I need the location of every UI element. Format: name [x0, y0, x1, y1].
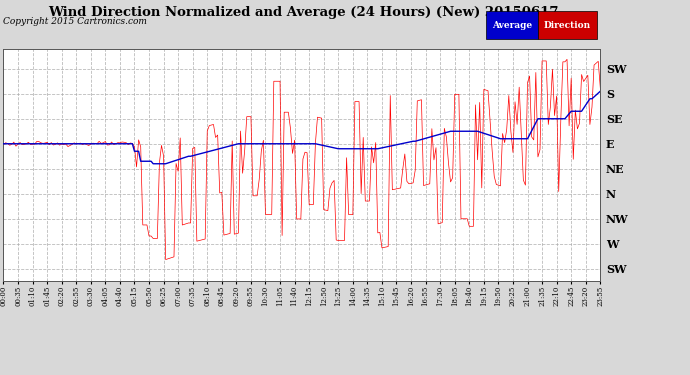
Text: Average: Average	[492, 21, 533, 30]
Text: Copyright 2015 Cartronics.com: Copyright 2015 Cartronics.com	[3, 17, 148, 26]
Text: Wind Direction Normalized and Average (24 Hours) (New) 20150617: Wind Direction Normalized and Average (2…	[48, 6, 559, 19]
Text: Direction: Direction	[544, 21, 591, 30]
